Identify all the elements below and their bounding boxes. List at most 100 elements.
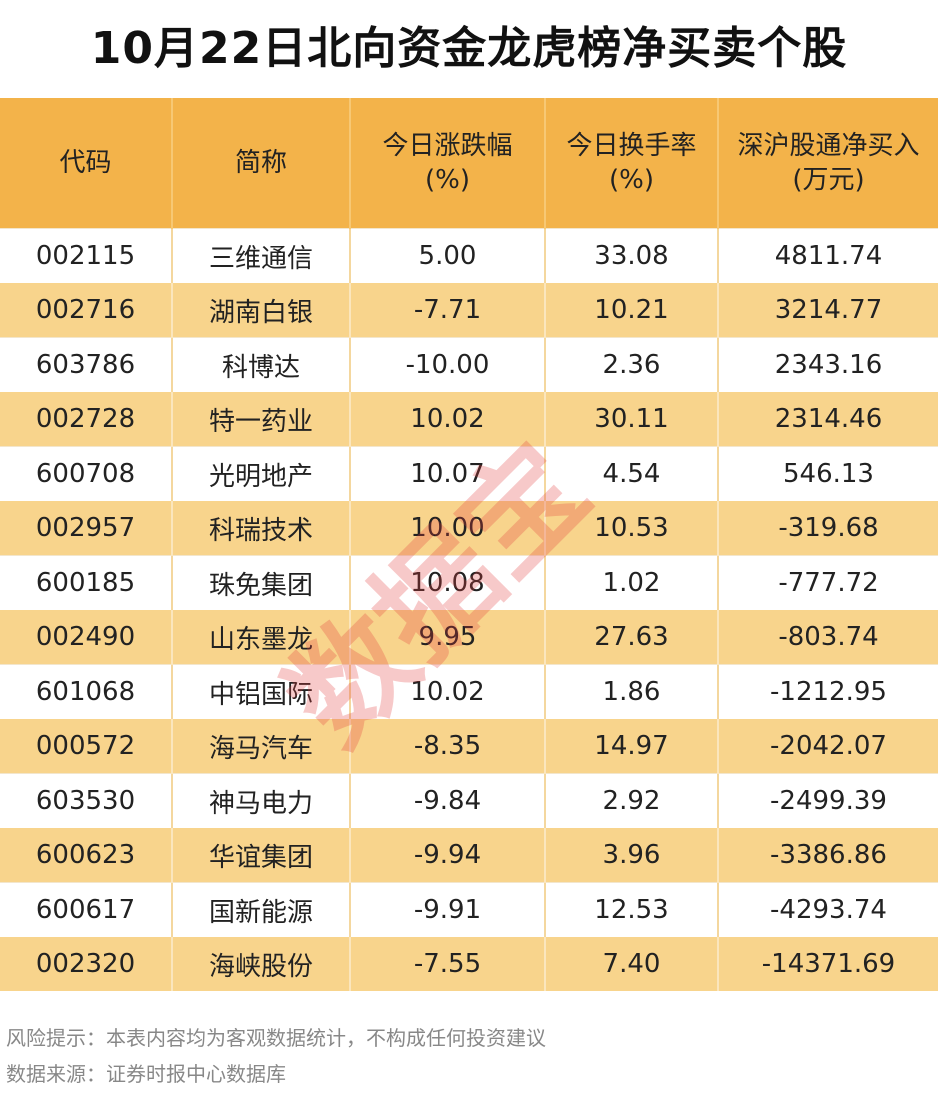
header-cell: 深沪股通净买入 (万元) <box>717 98 938 229</box>
table-cell: 2.92 <box>544 773 718 828</box>
table-cell: 湖南白银 <box>171 283 350 338</box>
table-cell: -803.74 <box>717 610 938 665</box>
table-cell: -9.84 <box>349 773 545 828</box>
table-cell: -2042.07 <box>717 719 938 774</box>
header-cell: 今日换手率 (%) <box>544 98 718 229</box>
table-cell: 10.02 <box>349 392 545 447</box>
table-cell: 三维通信 <box>171 228 350 283</box>
table-cell: 600708 <box>0 446 172 501</box>
table-cell: 601068 <box>0 664 172 719</box>
table-cell: 10.53 <box>544 501 718 556</box>
table-row: 600185 珠免集团 10.08 1.02 -777.72 <box>0 555 938 610</box>
table-cell: 4811.74 <box>717 228 938 283</box>
table: 代码 简称 今日涨跌幅 (%) 今日换手率 (%) 深沪股通净买入 (万元) 002115 三维… <box>0 98 938 991</box>
table-cell: 600185 <box>0 555 172 610</box>
table-cell: 600617 <box>0 882 172 937</box>
footnote: 数据来源：证券时报中心数据库 <box>6 1062 286 1086</box>
table-cell: 14.97 <box>544 719 718 774</box>
header-line: 简称 <box>234 148 287 178</box>
table-cell: 1.02 <box>544 555 718 610</box>
table-cell: 603786 <box>0 337 172 392</box>
table-row: 000572 海马汽车 -8.35 14.97 -2042.07 <box>0 719 938 774</box>
table-cell: -1212.95 <box>717 664 938 719</box>
table-cell: 7.40 <box>544 937 718 991</box>
table-cell: 546.13 <box>717 446 938 501</box>
table-cell: -8.35 <box>349 719 545 774</box>
header-line: 深沪股通净买入 <box>737 131 920 161</box>
table-cell: 2343.16 <box>717 337 938 392</box>
table-body: 002115 三维通信 5.00 33.08 4811.74 002716 湖南白银 -7.7… <box>0 228 938 991</box>
table-cell: 000572 <box>0 719 172 774</box>
header-line: 代码 <box>59 148 112 178</box>
table-cell: 002320 <box>0 937 172 991</box>
table-row: 002490 山东墨龙 9.95 27.63 -803.74 <box>0 610 938 665</box>
table-row: 002320 海峡股份 -7.55 7.40 -14371.69 <box>0 937 938 991</box>
header-cell: 今日涨跌幅 (%) <box>349 98 545 229</box>
table-cell: 10.02 <box>349 664 545 719</box>
table-row: 600623 华谊集团 -9.94 3.96 -3386.86 <box>0 828 938 883</box>
table-cell: 002728 <box>0 392 172 447</box>
table-cell: -10.00 <box>349 337 545 392</box>
table-cell: 光明地产 <box>171 446 350 501</box>
table-row: 603786 科博达 -10.00 2.36 2343.16 <box>0 337 938 392</box>
table-cell: -7.71 <box>349 283 545 338</box>
table-cell: 国新能源 <box>171 882 350 937</box>
table-row: 601068 中铝国际 10.02 1.86 -1212.95 <box>0 664 938 719</box>
table-row: 002716 湖南白银 -7.71 10.21 3214.77 <box>0 283 938 338</box>
table-cell: -9.91 <box>349 882 545 937</box>
table-cell: 科博达 <box>171 337 350 392</box>
table-cell: 600623 <box>0 828 172 883</box>
header-line: (%) <box>425 165 470 195</box>
header-line: (%) <box>609 165 654 195</box>
table-cell: 10.00 <box>349 501 545 556</box>
table-cell: 中铝国际 <box>171 664 350 719</box>
table-cell: -9.94 <box>349 828 545 883</box>
table-cell: -7.55 <box>349 937 545 991</box>
table-cell: 科瑞技术 <box>171 501 350 556</box>
header-row: 代码 简称 今日涨跌幅 (%) 今日换手率 (%) 深沪股通净买入 (万元) <box>0 98 938 229</box>
table-cell: 002115 <box>0 228 172 283</box>
table-cell: 海峡股份 <box>171 937 350 991</box>
table-cell: 海马汽车 <box>171 719 350 774</box>
table-cell: 603530 <box>0 773 172 828</box>
table-cell: 珠免集团 <box>171 555 350 610</box>
table-cell: 10.07 <box>349 446 545 501</box>
header-line: (万元) <box>792 165 865 195</box>
table-cell: 33.08 <box>544 228 718 283</box>
table-cell: 山东墨龙 <box>171 610 350 665</box>
table-row: 600617 国新能源 -9.91 12.53 -4293.74 <box>0 882 938 937</box>
table-row: 002957 科瑞技术 10.00 10.53 -319.68 <box>0 501 938 556</box>
title: 10月22日北向资金龙虎榜净买卖个股 <box>90 23 848 74</box>
table-row: 002728 特一药业 10.02 30.11 2314.46 <box>0 392 938 447</box>
table-cell: 12.53 <box>544 882 718 937</box>
table-cell: -3386.86 <box>717 828 938 883</box>
header-cell: 简称 <box>171 98 350 229</box>
table-cell: -2499.39 <box>717 773 938 828</box>
table-cell: 3.96 <box>544 828 718 883</box>
table-cell: 27.63 <box>544 610 718 665</box>
table-cell: 9.95 <box>349 610 545 665</box>
table-cell: 2314.46 <box>717 392 938 447</box>
table-cell: 002490 <box>0 610 172 665</box>
footnote: 风险提示：本表内容均为客观数据统计，不构成任何投资建议 <box>6 1026 546 1050</box>
table-cell: 神马电力 <box>171 773 350 828</box>
table-cell: 4.54 <box>544 446 718 501</box>
table-cell: 002957 <box>0 501 172 556</box>
table-cell: 10.21 <box>544 283 718 338</box>
table-row: 603530 神马电力 -9.84 2.92 -2499.39 <box>0 773 938 828</box>
table-cell: 10.08 <box>349 555 545 610</box>
table-cell: 1.86 <box>544 664 718 719</box>
table-cell: -777.72 <box>717 555 938 610</box>
table-row: 600708 光明地产 10.07 4.54 546.13 <box>0 446 938 501</box>
header-cell: 代码 <box>0 98 172 229</box>
table-cell: 华谊集团 <box>171 828 350 883</box>
table-cell: -4293.74 <box>717 882 938 937</box>
table-cell: 2.36 <box>544 337 718 392</box>
table-cell: 5.00 <box>349 228 545 283</box>
table-row: 002115 三维通信 5.00 33.08 4811.74 <box>0 228 938 283</box>
header-line: 今日涨跌幅 <box>382 131 513 161</box>
table-cell: -14371.69 <box>717 937 938 991</box>
table-cell: -319.68 <box>717 501 938 556</box>
table-cell: 002716 <box>0 283 172 338</box>
